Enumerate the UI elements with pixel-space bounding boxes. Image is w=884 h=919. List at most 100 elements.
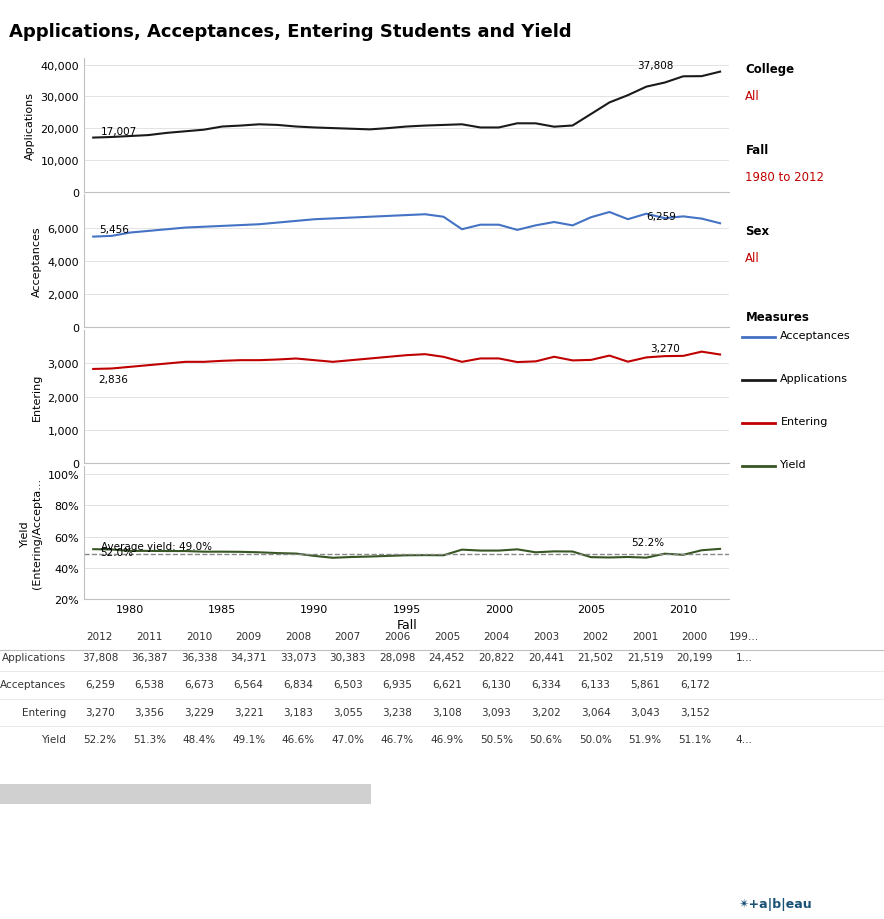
Text: 3,229: 3,229 (184, 707, 214, 717)
Text: Applications, Acceptances, Entering Students and Yield: Applications, Acceptances, Entering Stud… (9, 23, 571, 41)
Text: 3,238: 3,238 (383, 707, 412, 717)
Text: 3,183: 3,183 (283, 707, 313, 717)
Text: 2008: 2008 (285, 631, 311, 641)
Text: 3,064: 3,064 (581, 707, 611, 717)
Text: 20,441: 20,441 (528, 652, 564, 663)
Text: Yield: Yield (42, 734, 66, 744)
Text: 36,338: 36,338 (181, 652, 217, 663)
Text: 3,221: 3,221 (233, 707, 263, 717)
Text: 3,152: 3,152 (680, 707, 710, 717)
Y-axis label: Applications: Applications (25, 92, 35, 160)
Text: 3,270: 3,270 (85, 707, 115, 717)
Text: 6,172: 6,172 (680, 680, 710, 689)
Y-axis label: Acceptances: Acceptances (32, 226, 42, 297)
Text: 49.1%: 49.1% (232, 734, 265, 744)
Text: 52.0%: 52.0% (101, 548, 133, 558)
Text: 6,503: 6,503 (333, 680, 362, 689)
Text: 51.1%: 51.1% (678, 734, 712, 744)
Text: 21,502: 21,502 (577, 652, 613, 663)
Text: 2002: 2002 (583, 631, 609, 641)
Text: 17,007: 17,007 (101, 127, 137, 137)
Text: Acceptances: Acceptances (0, 680, 66, 689)
Text: 6,621: 6,621 (432, 680, 461, 689)
Text: 24,452: 24,452 (429, 652, 465, 663)
Text: 2012: 2012 (87, 631, 113, 641)
Bar (0, 784, 371, 804)
Text: 5,861: 5,861 (630, 680, 660, 689)
Text: 2000: 2000 (682, 631, 708, 641)
Text: All: All (745, 252, 760, 265)
Text: 52.2%: 52.2% (631, 538, 665, 548)
Text: 6,538: 6,538 (134, 680, 164, 689)
Text: 6,259: 6,259 (85, 680, 115, 689)
Text: 2003: 2003 (533, 631, 560, 641)
Text: 52.2%: 52.2% (83, 734, 117, 744)
Text: 6,834: 6,834 (283, 680, 313, 689)
Text: 1…: 1… (735, 652, 753, 663)
Text: Entering: Entering (781, 416, 827, 426)
Text: 48.4%: 48.4% (182, 734, 216, 744)
Text: 3,356: 3,356 (134, 707, 164, 717)
Text: 37,808: 37,808 (81, 652, 118, 663)
Text: Yield: Yield (781, 460, 807, 470)
Text: 34,371: 34,371 (231, 652, 267, 663)
Text: 30,383: 30,383 (330, 652, 366, 663)
Text: 3,108: 3,108 (432, 707, 461, 717)
Text: 46.7%: 46.7% (381, 734, 414, 744)
Text: 3,043: 3,043 (630, 707, 660, 717)
Text: 50.6%: 50.6% (530, 734, 562, 744)
Text: Sex: Sex (745, 224, 769, 237)
Text: Measures: Measures (745, 311, 809, 323)
Text: 37,808: 37,808 (637, 61, 674, 71)
Text: 6,564: 6,564 (233, 680, 263, 689)
Text: 51.3%: 51.3% (133, 734, 166, 744)
Text: 2004: 2004 (484, 631, 509, 641)
Text: 33,073: 33,073 (280, 652, 316, 663)
Text: 21,519: 21,519 (627, 652, 663, 663)
Text: 2007: 2007 (335, 631, 361, 641)
Text: 199…: 199… (729, 631, 759, 641)
Text: 46.6%: 46.6% (282, 734, 315, 744)
Text: 6,935: 6,935 (383, 680, 412, 689)
Text: 3,055: 3,055 (333, 707, 362, 717)
Text: 51.9%: 51.9% (629, 734, 662, 744)
Text: 2001: 2001 (632, 631, 659, 641)
X-axis label: Fall: Fall (396, 618, 417, 631)
Text: 2009: 2009 (235, 631, 262, 641)
Text: Applications: Applications (2, 652, 66, 663)
Text: 36,387: 36,387 (131, 652, 168, 663)
Text: 2005: 2005 (434, 631, 460, 641)
Text: 20,822: 20,822 (478, 652, 514, 663)
Text: Fall: Fall (745, 144, 769, 157)
Text: 2006: 2006 (385, 631, 410, 641)
Text: 20,199: 20,199 (676, 652, 713, 663)
Y-axis label: Entering: Entering (32, 374, 42, 421)
Text: 50.5%: 50.5% (480, 734, 513, 744)
Text: 3,270: 3,270 (650, 344, 680, 354)
Text: ✴+a|b|eau: ✴+a|b|eau (739, 897, 812, 910)
Text: 5,456: 5,456 (99, 225, 128, 235)
Text: 28,098: 28,098 (379, 652, 415, 663)
Text: 2011: 2011 (136, 631, 163, 641)
Text: 2,836: 2,836 (99, 374, 128, 384)
Text: 46.9%: 46.9% (431, 734, 463, 744)
Text: College: College (745, 63, 795, 76)
Text: 3,093: 3,093 (482, 707, 511, 717)
Text: 2010: 2010 (186, 631, 212, 641)
Text: 6,130: 6,130 (482, 680, 511, 689)
Text: 1980 to 2012: 1980 to 2012 (745, 171, 825, 184)
Text: 6,334: 6,334 (531, 680, 561, 689)
Text: Acceptances: Acceptances (781, 330, 851, 340)
Text: 6,133: 6,133 (581, 680, 611, 689)
Text: 6,673: 6,673 (184, 680, 214, 689)
Text: Entering: Entering (22, 707, 66, 717)
Y-axis label: Yield
(Entering/Accepta...: Yield (Entering/Accepta... (20, 478, 42, 589)
Text: Applications: Applications (781, 373, 849, 383)
Text: 3,202: 3,202 (531, 707, 561, 717)
Text: All: All (745, 90, 760, 103)
Text: 6,259: 6,259 (646, 212, 676, 221)
Text: Average yield: 49.0%: Average yield: 49.0% (101, 542, 211, 552)
Text: 50.0%: 50.0% (579, 734, 612, 744)
Text: 47.0%: 47.0% (332, 734, 364, 744)
Text: 4…: 4… (735, 734, 753, 744)
